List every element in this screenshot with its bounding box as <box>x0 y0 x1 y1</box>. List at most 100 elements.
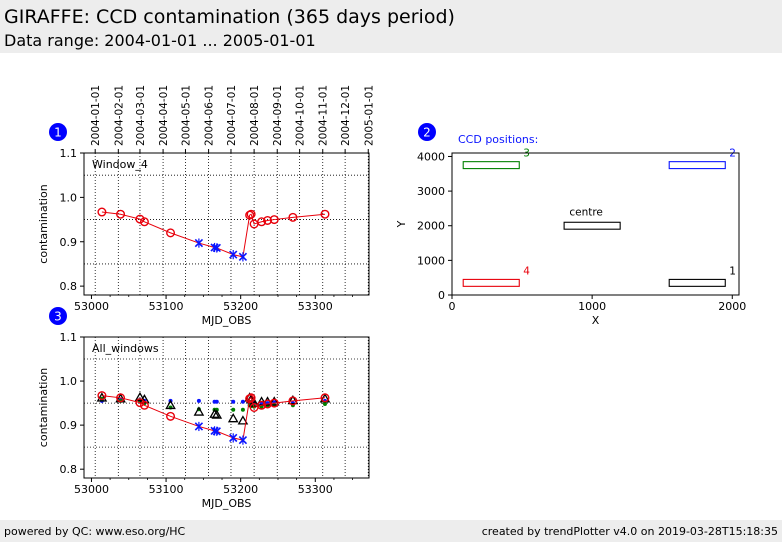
data-point-circle <box>139 217 149 227</box>
y-tick-label: 4000 <box>417 150 445 163</box>
panel-badges: 1 2 3 <box>49 123 436 325</box>
y-tick-label: 1.1 <box>60 147 78 160</box>
y-axis-label: Y <box>395 220 408 228</box>
data-point-dot-green <box>322 401 327 406</box>
data-point-dot-blue <box>231 399 236 404</box>
data-point-triangle <box>165 399 176 410</box>
ccd-window-label: 3 <box>523 148 530 160</box>
y-tick-label: 3000 <box>417 185 445 198</box>
top-date-label: 2004-03-01 <box>135 85 147 146</box>
x-tick-label: 53300 <box>298 483 333 496</box>
y-axis-label: contamination <box>37 368 50 447</box>
y-tick-label: 1000 <box>417 254 445 267</box>
x-tick-label: 53000 <box>74 483 109 496</box>
ccd-window-box <box>668 278 726 287</box>
chart-window-4: 53000 53100 53200 53300 0.8 0.9 1.0 1.1 MJD_OBS c… <box>37 85 375 327</box>
page-title: GIRAFFE: CCD contamination (365 days per… <box>4 6 455 28</box>
plot-frame <box>83 336 370 479</box>
data-point-circle <box>97 391 107 401</box>
data-point-dot-blue <box>196 398 201 403</box>
top-date-label: 2004-09-01 <box>272 85 284 146</box>
data-range-subtitle: Data range: 2004-01-01 ... 2005-01-01 <box>4 31 316 50</box>
top-date-label: 2004-01-01 <box>90 85 102 146</box>
y-axis-label: contamination <box>37 184 50 263</box>
data-point-dot-green <box>231 407 236 412</box>
x-tick-label: 53100 <box>149 300 184 313</box>
data-point-cross <box>229 433 238 443</box>
plot-frame <box>451 152 740 296</box>
chart-ccd-positions: 0 1000 2000 0 1000 2000 3000 4000 X Y 1 2 3 4 centre CC… <box>395 133 746 327</box>
data-point-circle <box>257 217 267 227</box>
y-tick-label: 0.9 <box>60 419 78 432</box>
data-point-cross <box>212 243 221 253</box>
top-date-label: 2004-12-01 <box>340 85 352 146</box>
panel-number-text: 3 <box>54 310 62 324</box>
top-date-label: 2004-11-01 <box>318 85 330 146</box>
data-point-circle <box>288 396 298 406</box>
top-date-label: 2004-08-01 <box>249 85 261 146</box>
top-date-label: 2005-01-01 <box>363 85 375 146</box>
data-point-circle <box>269 398 279 408</box>
x-tick-label: 1000 <box>578 300 606 313</box>
ccd-window-label: centre <box>569 206 603 218</box>
data-point-triangle <box>227 413 239 423</box>
ccd-window-box <box>668 161 726 170</box>
x-tick-label: 53300 <box>298 300 333 313</box>
data-point-triangle <box>96 392 108 402</box>
data-point-circle <box>320 209 330 219</box>
top-date-label: 2004-05-01 <box>180 85 192 146</box>
ccd-window-box <box>462 278 520 287</box>
footer-created-by: created by trendPlotter v4.0 on 2019-03-… <box>481 525 778 538</box>
panel-label: Window_4 <box>92 158 148 171</box>
data-point-dot-blue <box>214 399 219 404</box>
data-point-circle <box>135 398 145 408</box>
x-tick-label: 0 <box>449 300 456 313</box>
data-point-cross <box>194 421 204 432</box>
data-point-circle <box>246 209 256 219</box>
data-point-triangle <box>193 406 205 416</box>
y-tick-label: 1.1 <box>60 331 78 344</box>
panel-number-badge <box>418 123 436 141</box>
panel-label: All_windows <box>92 342 159 355</box>
data-point-cross <box>238 252 248 262</box>
top-date-label: 2004-02-01 <box>113 85 125 146</box>
y-tick-label: 1.0 <box>60 191 78 204</box>
panel-number-text: 1 <box>54 126 62 140</box>
data-point-circle <box>166 228 176 238</box>
data-point-circle <box>263 399 273 409</box>
x-tick-label: 53000 <box>74 300 109 313</box>
panel-label: CCD positions: <box>458 133 538 146</box>
data-point-cross <box>194 238 204 248</box>
x-axis-label: MJD_OBS <box>202 314 252 327</box>
x-axis-label: MJD_OBS <box>202 497 252 510</box>
ccd-window-label: 1 <box>729 265 736 277</box>
x-axis-label: X <box>592 314 600 327</box>
data-point-dot-blue <box>240 399 245 404</box>
y-tick-label: 0 <box>438 289 445 302</box>
y-tick-label: 2000 <box>417 220 445 233</box>
x-tick-label: 53200 <box>223 300 258 313</box>
data-point-triangle <box>211 409 223 419</box>
x-tick-label: 2000 <box>718 300 746 313</box>
data-point-cross <box>238 435 248 445</box>
panel-number-badge <box>49 307 67 325</box>
data-point-cross <box>212 426 221 436</box>
top-date-label: 2004-07-01 <box>226 85 238 146</box>
y-tick-label: 1.0 <box>60 375 78 388</box>
y-tick-label: 0.8 <box>60 280 78 293</box>
data-point-circle <box>97 207 107 217</box>
series-line-red <box>101 211 326 258</box>
data-point-circle <box>288 212 298 222</box>
data-point-triangle <box>237 415 249 425</box>
data-point-cross <box>229 250 238 260</box>
y-tick-label: 0.9 <box>60 236 78 249</box>
ccd-window-label: 4 <box>523 265 530 277</box>
plot-frame <box>83 152 370 296</box>
data-point-circle <box>116 209 126 219</box>
top-date-label: 2004-06-01 <box>204 85 216 146</box>
panel-number-text: 2 <box>423 126 431 140</box>
footer-powered-by: powered by QC: www.eso.org/HC <box>4 525 186 538</box>
footer-bar: powered by QC: www.eso.org/HC created by… <box>0 520 782 542</box>
data-point-circle <box>257 400 267 410</box>
